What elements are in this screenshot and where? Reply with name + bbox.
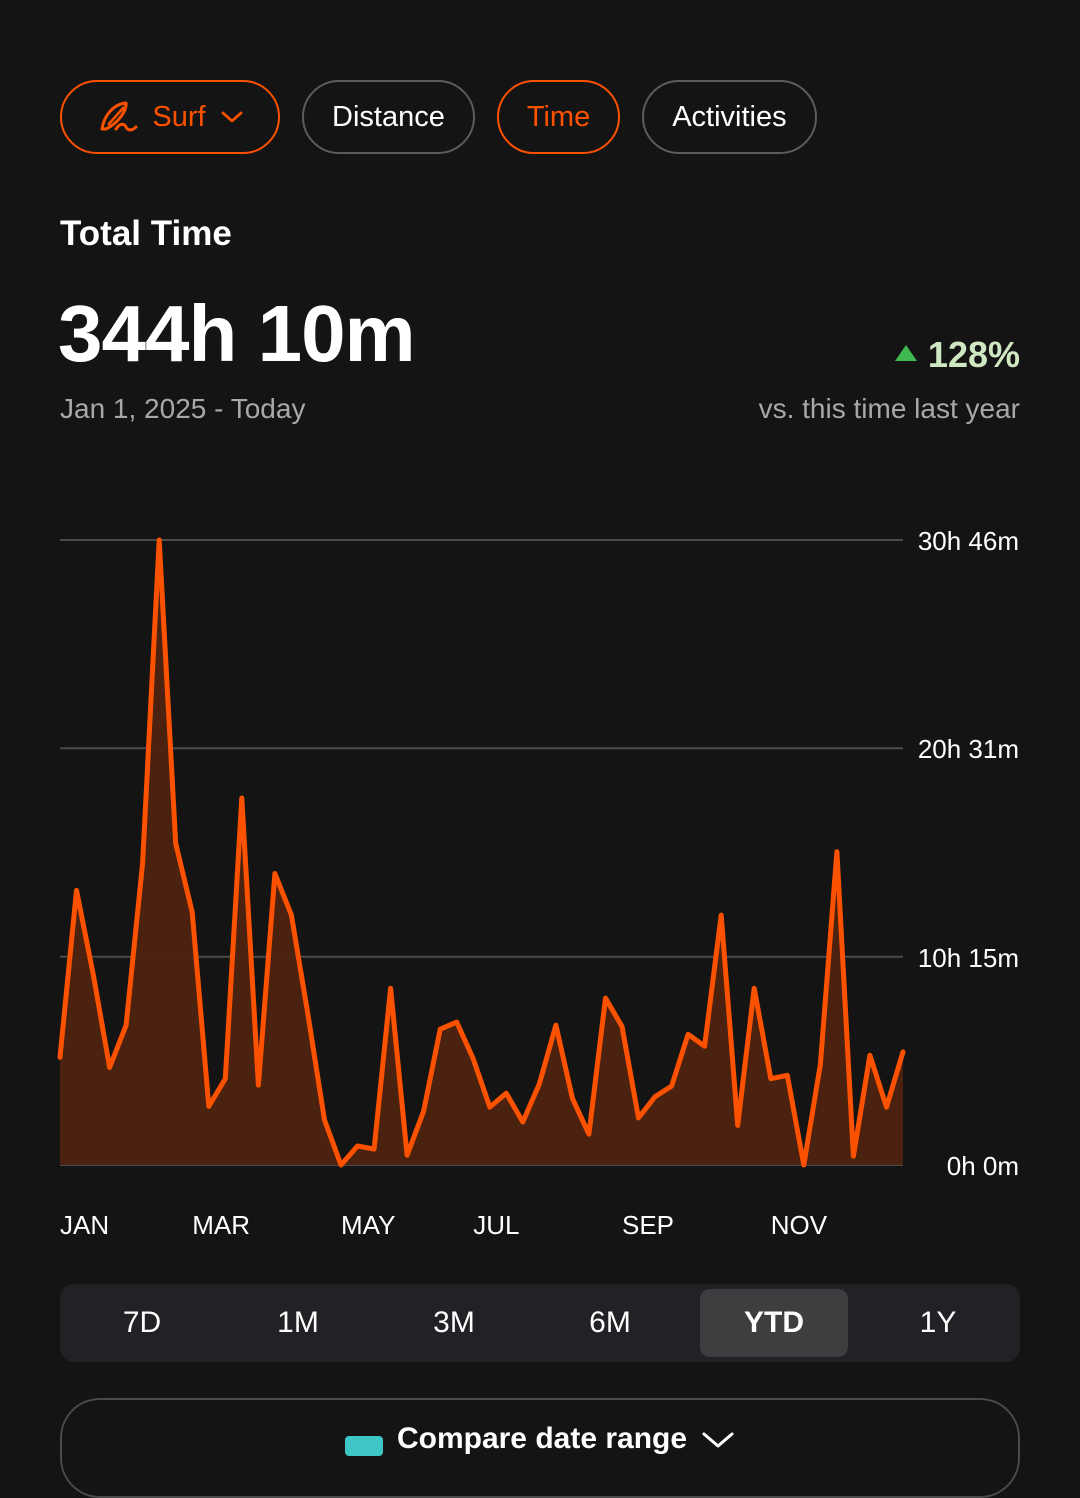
data-point bbox=[554, 1023, 558, 1027]
data-point bbox=[818, 1062, 822, 1066]
data-point bbox=[389, 986, 393, 990]
data-point bbox=[670, 1084, 674, 1088]
data-point bbox=[75, 888, 79, 892]
y-tick-label: 20h 31m bbox=[918, 734, 1019, 764]
y-tick-label: 0h 0m bbox=[947, 1151, 1019, 1181]
data-point bbox=[124, 1023, 128, 1027]
surf-icon bbox=[96, 99, 138, 135]
data-point bbox=[289, 913, 293, 917]
data-point bbox=[603, 996, 607, 1000]
data-point bbox=[521, 1120, 525, 1124]
data-point bbox=[653, 1095, 657, 1099]
data-point bbox=[488, 1105, 492, 1109]
change-indicator: 128% bbox=[894, 334, 1020, 376]
data-point bbox=[422, 1109, 426, 1113]
data-point bbox=[752, 986, 756, 990]
calendar-icon bbox=[344, 1436, 383, 1456]
data-point bbox=[141, 861, 145, 865]
period-ytd[interactable]: YTD bbox=[700, 1289, 848, 1357]
x-tick-label: JAN bbox=[60, 1210, 109, 1240]
data-point bbox=[405, 1153, 409, 1157]
period-selector: 7D 1M 3M 6M YTD 1Y bbox=[60, 1284, 1020, 1362]
data-point bbox=[703, 1044, 707, 1048]
x-tick-label: MAY bbox=[341, 1210, 395, 1240]
total-time-value: 344h 10m bbox=[58, 289, 416, 378]
data-point bbox=[637, 1116, 641, 1120]
data-point bbox=[273, 871, 277, 875]
time-filter-button[interactable]: Time bbox=[496, 80, 621, 154]
data-point bbox=[455, 1020, 459, 1024]
data-point bbox=[471, 1057, 475, 1061]
x-tick-label: NOV bbox=[771, 1210, 828, 1240]
data-point bbox=[587, 1132, 591, 1136]
sport-filter-dropdown[interactable]: Surf bbox=[60, 80, 280, 154]
data-point bbox=[240, 796, 244, 800]
data-point bbox=[504, 1091, 508, 1095]
x-tick-label: SEP bbox=[622, 1210, 674, 1240]
data-point bbox=[620, 1025, 624, 1029]
distance-filter-button[interactable]: Distance bbox=[302, 80, 475, 154]
data-point bbox=[223, 1077, 227, 1081]
change-note: vs. this time last year bbox=[758, 393, 1020, 424]
data-point bbox=[207, 1104, 211, 1108]
data-point bbox=[372, 1147, 376, 1151]
data-point bbox=[868, 1053, 872, 1057]
data-point bbox=[91, 972, 95, 976]
data-point bbox=[339, 1163, 343, 1167]
chevron-down-icon bbox=[220, 109, 244, 125]
filter-bar: Surf Distance Time Activities bbox=[60, 80, 817, 154]
period-7d[interactable]: 7D bbox=[122, 1306, 162, 1339]
data-point bbox=[719, 913, 723, 917]
data-point bbox=[306, 1012, 310, 1016]
data-point bbox=[157, 538, 161, 542]
data-point bbox=[686, 1032, 690, 1036]
date-range: Jan 1, 2025 - Today bbox=[60, 393, 306, 424]
data-point bbox=[851, 1154, 855, 1158]
data-point bbox=[256, 1083, 260, 1087]
period-6m[interactable]: 6M bbox=[589, 1306, 631, 1339]
data-point bbox=[736, 1123, 740, 1127]
data-point bbox=[785, 1073, 789, 1077]
x-tick-label: JUL bbox=[473, 1210, 519, 1240]
data-point bbox=[322, 1118, 326, 1122]
metric-title: Total Time bbox=[60, 214, 232, 253]
series-line bbox=[57, 537, 906, 1168]
compare-label: Compare date range bbox=[396, 1422, 688, 1455]
data-point bbox=[58, 1055, 62, 1059]
period-1y[interactable]: 1Y bbox=[919, 1306, 957, 1339]
y-tick-label: 10h 15m bbox=[918, 943, 1019, 973]
data-point bbox=[537, 1082, 541, 1086]
data-point bbox=[108, 1065, 112, 1069]
period-3m[interactable]: 3M bbox=[433, 1306, 475, 1339]
x-tick-label: MAR bbox=[192, 1210, 250, 1240]
data-point bbox=[174, 841, 178, 845]
chevron-down-icon bbox=[701, 1430, 735, 1455]
period-1m[interactable]: 1M bbox=[277, 1306, 319, 1339]
series-area bbox=[60, 540, 903, 1165]
data-point bbox=[901, 1050, 905, 1054]
data-point bbox=[835, 850, 839, 854]
data-point bbox=[570, 1096, 574, 1100]
data-point bbox=[190, 910, 194, 914]
time-chart: 0h 0m 10h 15m 20h 31m 30h 46m JAN MAR MAY JUL SE… bbox=[57, 526, 1019, 1240]
data-point bbox=[438, 1027, 442, 1031]
y-tick-label: 30h 46m bbox=[918, 526, 1019, 556]
data-point bbox=[356, 1144, 360, 1148]
compare-date-range-button[interactable]: Compare date range bbox=[60, 1398, 1020, 1498]
change-percent: 128% bbox=[927, 334, 1020, 375]
sport-filter-label: Surf bbox=[152, 100, 206, 133]
data-point bbox=[884, 1105, 888, 1109]
activities-filter-button[interactable]: Activities bbox=[642, 80, 817, 154]
data-point bbox=[802, 1163, 806, 1167]
data-point bbox=[769, 1077, 773, 1081]
triangle-up-icon bbox=[894, 344, 918, 367]
